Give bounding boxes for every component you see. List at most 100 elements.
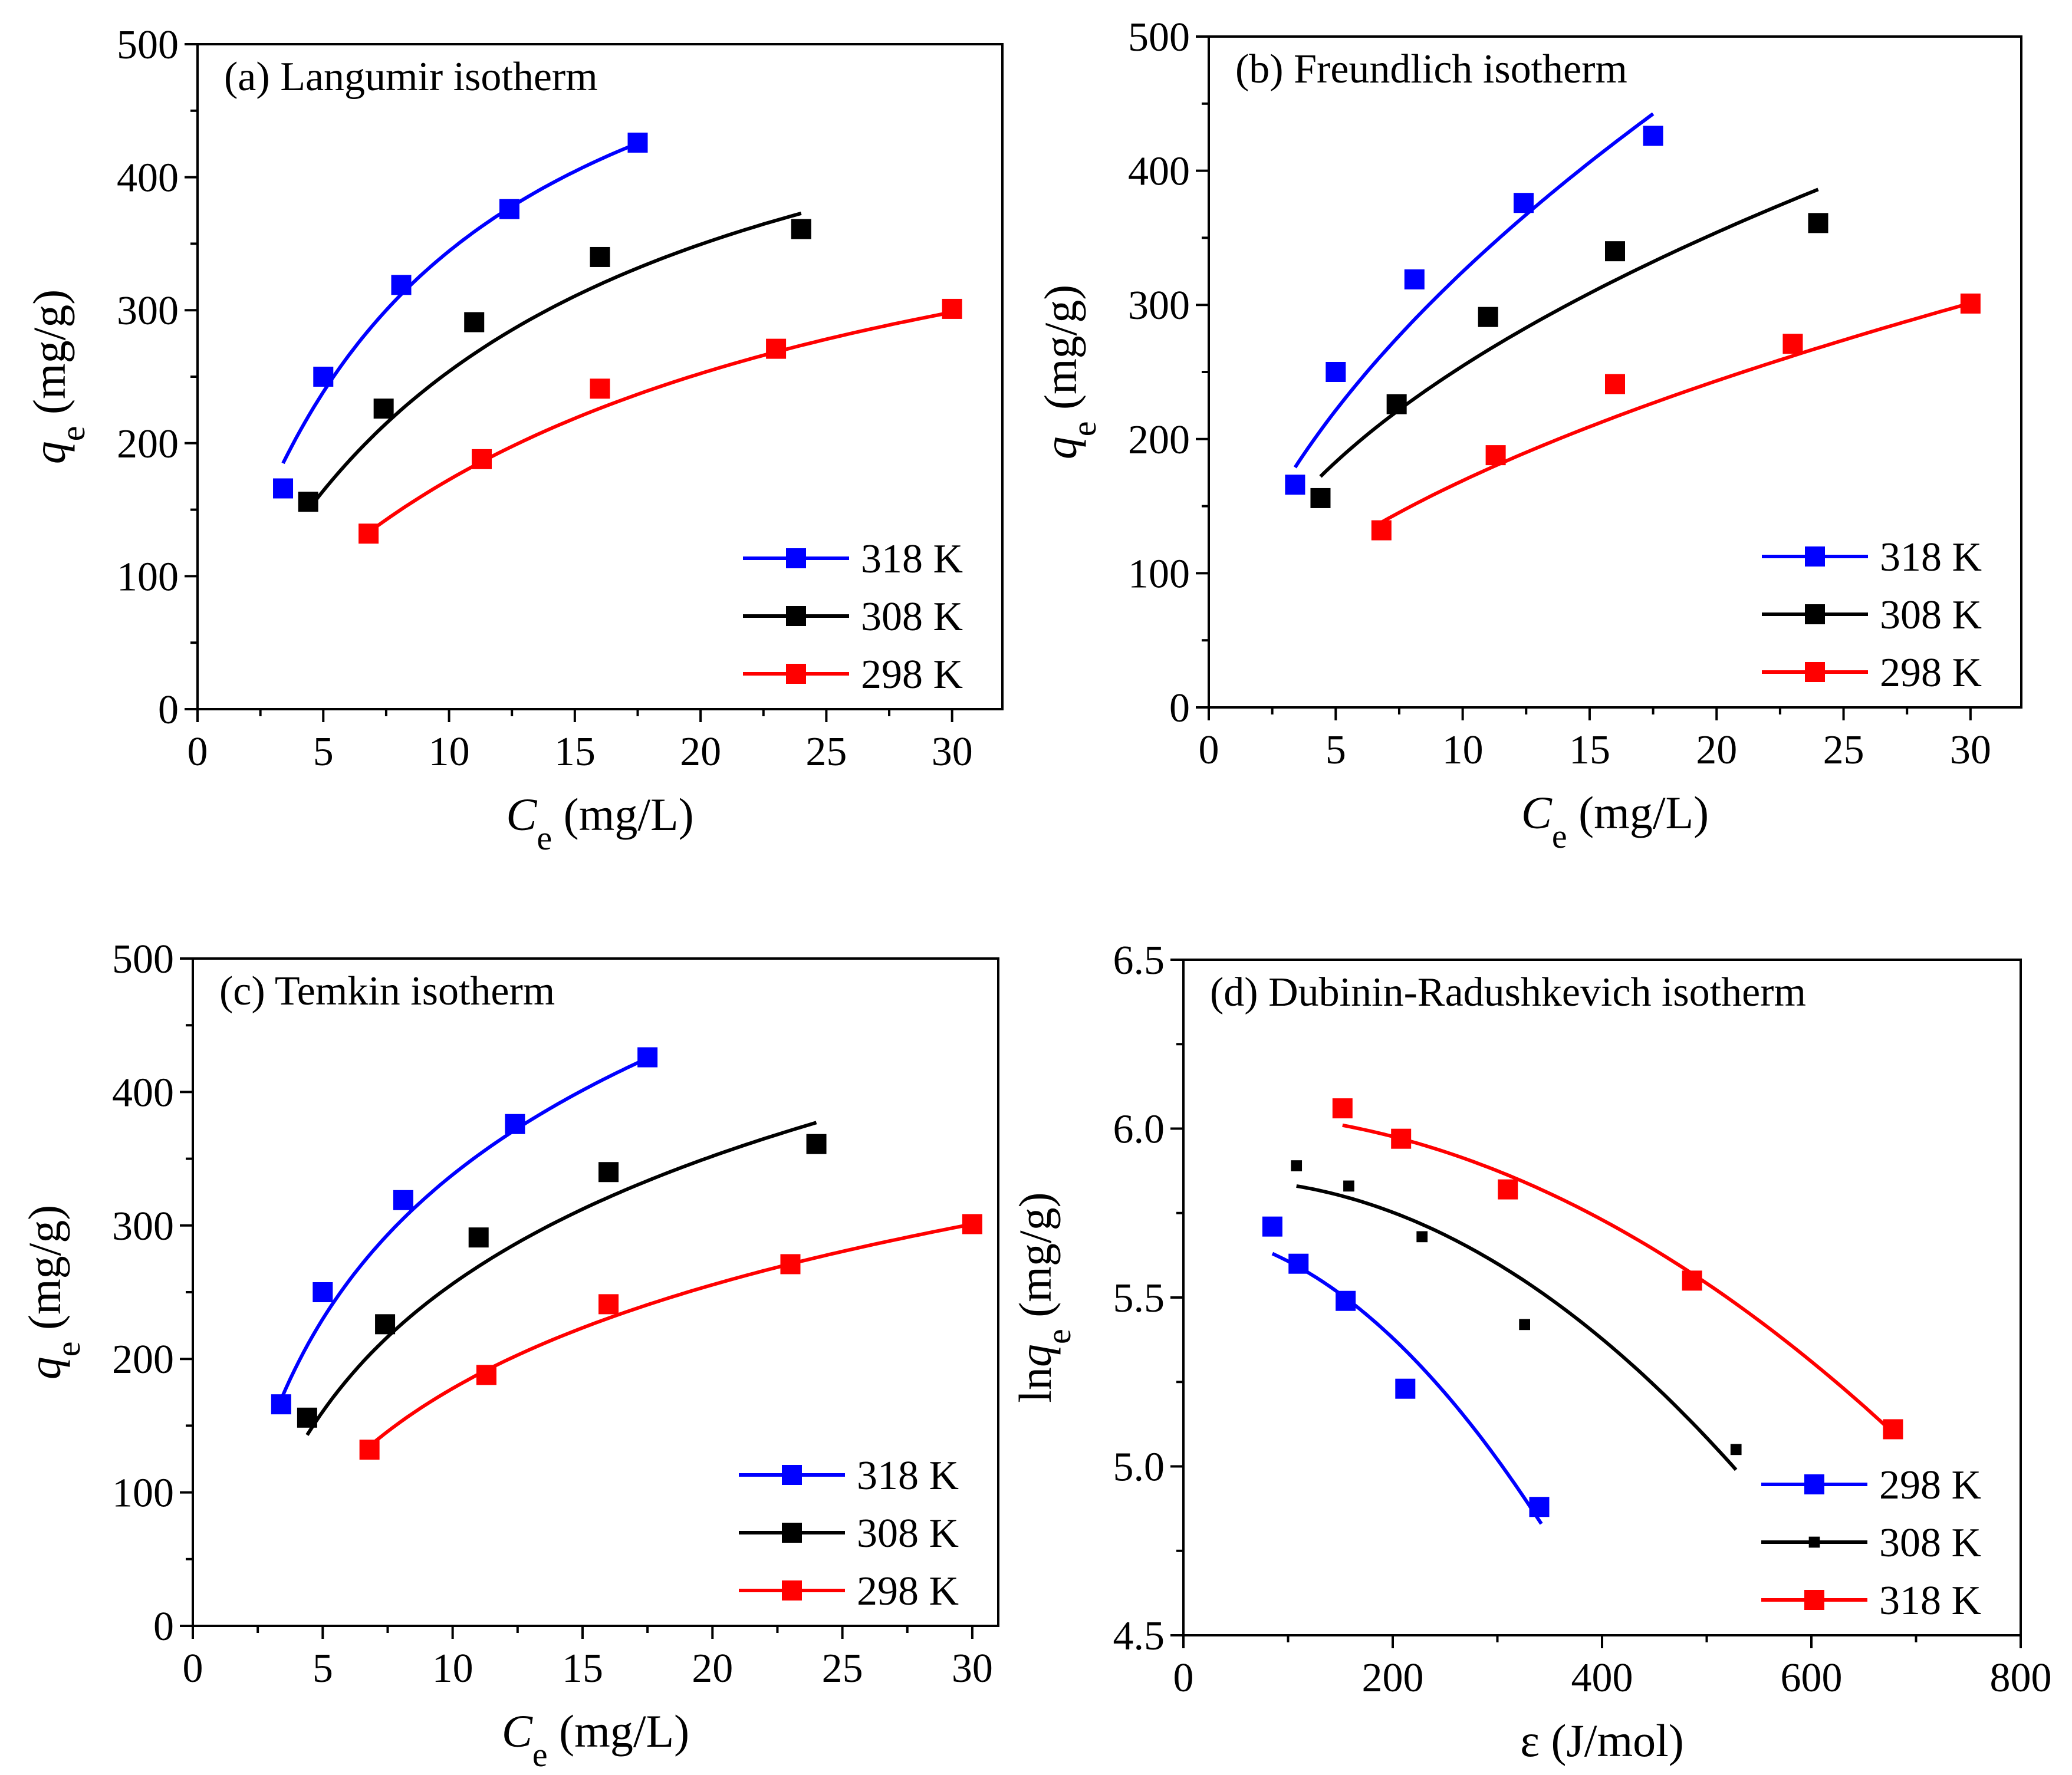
x-tick-label-c: 30 — [952, 1646, 993, 1691]
data-point — [476, 1365, 496, 1385]
y-tick-label-a: 100 — [117, 554, 179, 600]
legend-label: 318 K — [1879, 1578, 1981, 1623]
legend-c: 318 K 308 K 298 K — [739, 1453, 959, 1614]
legend-marker — [1804, 1474, 1824, 1494]
series-c-298K — [359, 1214, 982, 1460]
y-tick-label-c: 200 — [112, 1337, 174, 1382]
data-point — [499, 199, 519, 219]
series-d-298K — [1262, 1216, 1550, 1525]
series-d-318K — [1332, 1098, 1903, 1440]
y-tick-label-b: 200 — [1128, 417, 1190, 463]
data-point — [1262, 1216, 1282, 1237]
x-tick-label-b: 15 — [1569, 727, 1610, 773]
series-c-318K — [271, 1047, 658, 1415]
x-axis-title-b: Ce (mg/L) — [1521, 787, 1709, 855]
data-point — [273, 478, 294, 499]
chart-panel-d: 0 200 400 600 800 4.5 5.0 5.5 6.0 6.5 ε (J/mol) lnq… — [1009, 938, 2052, 1766]
x-tick-label-d: 800 — [1990, 1655, 2052, 1701]
legend-b: 318 K 308 K 298 K — [1762, 535, 1982, 696]
data-point — [472, 449, 492, 469]
data-point — [1386, 394, 1407, 414]
data-point — [1960, 293, 1981, 314]
y-tick-label-a: 300 — [117, 288, 179, 334]
data-point — [391, 275, 412, 295]
data-point — [1808, 213, 1828, 233]
data-point — [1782, 334, 1803, 354]
data-point — [271, 1394, 291, 1415]
y-tick-label-d: 6.0 — [1113, 1107, 1165, 1152]
data-point — [637, 1047, 658, 1068]
panel-title-c: (c) Temkin isotherm — [219, 969, 555, 1014]
y-tick-label-c: 0 — [153, 1604, 174, 1649]
data-point — [1478, 307, 1498, 327]
data-point — [1883, 1419, 1903, 1440]
legend-marker — [782, 1465, 802, 1485]
fit-line — [1380, 301, 1971, 524]
y-tick-label-a: 500 — [117, 22, 179, 68]
fit-line — [367, 310, 953, 534]
data-point — [1336, 1290, 1356, 1311]
x-tick-label-c: 20 — [692, 1646, 733, 1691]
x-tick-label-d: 200 — [1362, 1655, 1424, 1701]
y-tick-label-b: 300 — [1128, 283, 1190, 328]
y-axis-title-a: qe (mg/g) — [24, 289, 92, 465]
x-tick-label-d: 600 — [1781, 1655, 1843, 1701]
series-a-308K — [298, 212, 811, 512]
data-point — [1513, 193, 1534, 213]
y-axis-title-b: qe (mg/g) — [1035, 285, 1103, 460]
x-tick-label-c: 5 — [313, 1646, 333, 1691]
y-axis-title-d: lnqe (mg/g) — [1009, 1192, 1078, 1402]
y-tick-label-b: 500 — [1128, 15, 1190, 60]
panel-title-b: (b) Freundlich isotherm — [1235, 47, 1627, 92]
legend-d: 298 K 308 K 318 K — [1761, 1463, 1981, 1623]
y-tick-label-a: 400 — [117, 156, 179, 201]
x-tick-label-a: 20 — [680, 729, 721, 775]
legend-marker — [786, 548, 806, 568]
data-point — [1288, 1253, 1309, 1274]
x-tick-label-b: 0 — [1199, 727, 1219, 773]
x-tick-label-b: 5 — [1326, 727, 1346, 773]
legend-label: 318 K — [857, 1453, 959, 1499]
data-point — [1643, 126, 1663, 146]
data-point — [373, 399, 394, 419]
data-point — [1371, 520, 1392, 541]
legend-marker — [786, 606, 806, 626]
legend-label: 308 K — [1880, 592, 1982, 638]
data-point — [464, 312, 485, 332]
legend-marker — [1805, 604, 1825, 624]
data-point — [780, 1254, 801, 1275]
data-point — [297, 1407, 317, 1428]
legend-marker — [1808, 1536, 1820, 1548]
legend-label: 318 K — [1880, 535, 1982, 580]
data-point — [1529, 1497, 1550, 1517]
y-tick-label-a: 200 — [117, 421, 179, 467]
legend-marker — [782, 1580, 802, 1601]
data-point — [1404, 269, 1425, 289]
y-tick-label-c: 400 — [112, 1070, 174, 1115]
x-tick-label-a: 10 — [429, 729, 470, 775]
data-point — [1682, 1270, 1702, 1291]
y-tick-label-d: 4.5 — [1113, 1613, 1165, 1659]
data-point — [298, 492, 318, 512]
legend-a: 318 K 308 K 298 K — [743, 536, 963, 697]
series-d-308K — [1291, 1160, 1742, 1471]
data-point — [393, 1190, 413, 1210]
panel-title-d: (d) Dubinin-Radushkevich isotherm — [1210, 970, 1806, 1015]
x-tick-label-c: 0 — [183, 1646, 203, 1691]
x-tick-label-b: 10 — [1442, 727, 1484, 773]
data-point — [806, 1134, 827, 1154]
legend-label: 318 K — [861, 536, 963, 582]
data-point — [598, 1294, 619, 1315]
fit-line — [307, 212, 802, 511]
legend-marker — [1805, 546, 1825, 567]
data-point — [1343, 1180, 1354, 1192]
y-tick-label-b: 0 — [1169, 686, 1190, 731]
data-point — [962, 1214, 982, 1234]
data-point — [468, 1227, 489, 1248]
data-point — [505, 1114, 525, 1134]
fit-line — [279, 1058, 646, 1400]
fit-line — [1342, 1123, 1895, 1434]
legend-label: 308 K — [861, 594, 963, 640]
legend-marker — [1804, 1590, 1824, 1610]
